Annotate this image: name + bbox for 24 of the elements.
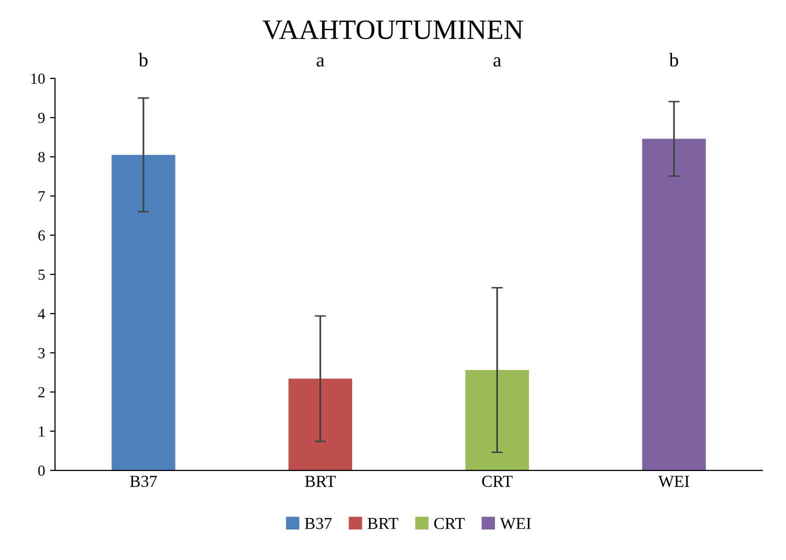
- y-tick-label: 6: [38, 230, 45, 241]
- x-tick-label: BRT: [305, 476, 336, 487]
- legend-label: WEI: [500, 518, 531, 530]
- x-tick-label: B37: [130, 476, 157, 487]
- chart-title: VAAHTOUTUMINEN: [262, 20, 524, 40]
- y-tick-label: 8: [38, 152, 45, 162]
- text: a: [316, 57, 324, 67]
- x-tick-label: CRT: [482, 476, 513, 487]
- legend-label: CRT: [434, 518, 465, 530]
- legend-label: B37: [304, 518, 332, 530]
- y-tick-label: 10: [31, 74, 45, 84]
- legend-label: BRT: [368, 518, 398, 529]
- text: a: [494, 57, 502, 67]
- y-tick-label: 4: [38, 308, 46, 319]
- text: b: [669, 52, 678, 67]
- y-tick-label: 9: [38, 112, 45, 124]
- y-tick-label: 5: [38, 270, 45, 280]
- text: b: [138, 52, 148, 67]
- x-tick-label: WEI: [658, 476, 690, 488]
- y-tick-label: 2: [38, 387, 44, 398]
- y-tick-label: 7: [38, 191, 45, 202]
- y-tick-label: 0: [38, 466, 45, 476]
- y-tick-label: 3: [38, 348, 45, 358]
- y-tick-label: 1: [39, 426, 44, 436]
